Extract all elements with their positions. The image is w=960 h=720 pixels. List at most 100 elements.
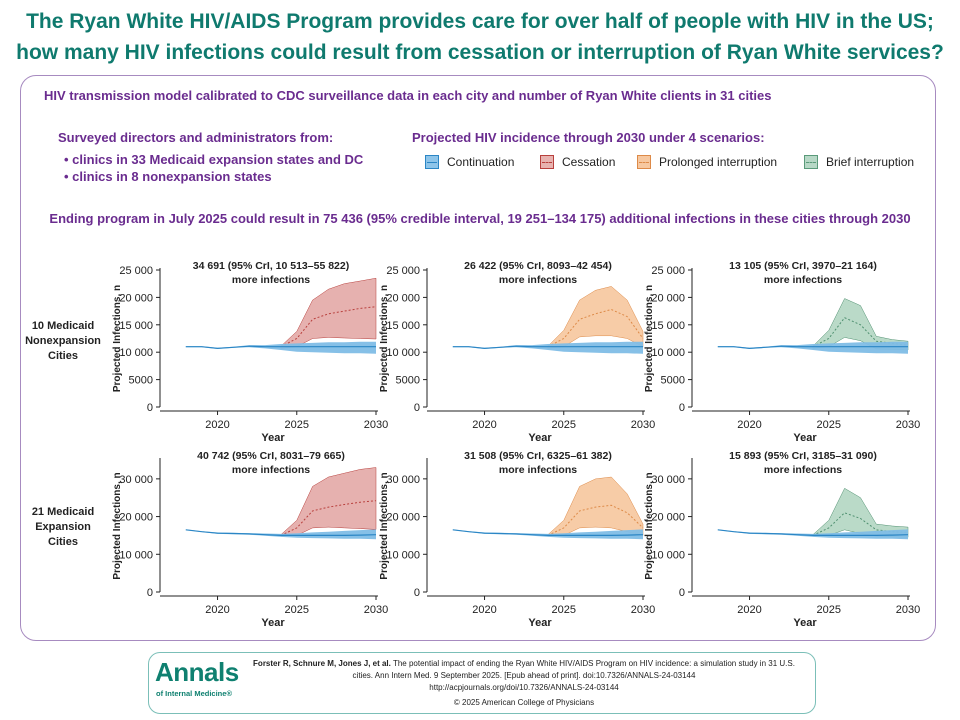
y-tick-label: 30 000	[651, 474, 685, 486]
x-tick-label: 2030	[364, 419, 388, 431]
row-label-line: Cities	[48, 536, 78, 548]
y-tick-label: 30 000	[119, 474, 153, 486]
y-tick-label: 5000	[396, 375, 420, 387]
legend-continuation: Continuation	[425, 153, 514, 171]
title-line-2: how many HIV infections could result fro…	[16, 41, 944, 64]
x-tick-label: 2030	[631, 419, 655, 431]
x-tick-label: 2025	[285, 604, 309, 616]
scenario-band	[280, 277, 377, 349]
chart-panel-2-3: 0 10 000 20 000 30 000 2020 2025 2030 Year Proje…	[644, 450, 920, 629]
y-tick-label: 5000	[129, 375, 153, 387]
x-tick-label: 2025	[552, 604, 576, 616]
continuation-mean-line	[185, 529, 377, 536]
scenario-mean-line	[547, 504, 644, 536]
y-tick-label: 10 000	[386, 347, 420, 359]
legend-label: Brief interruption	[826, 155, 915, 169]
surveyed-item-nonexpansion: • clinics in 8 nonexpansion states	[64, 169, 272, 184]
citation-line-2: cities. Ann Intern Med. 9 September 2025…	[352, 671, 696, 680]
x-tick-label: 2020	[472, 419, 496, 431]
x-axis-label: Year	[528, 432, 552, 444]
row-label-expansion: 21 Medicaid Expansion Cities	[18, 505, 108, 550]
y-axis-label: Projected Infections, n	[379, 472, 390, 579]
y-tick-label: 25 000	[119, 265, 153, 277]
y-tick-label: 0	[147, 402, 153, 414]
x-tick-label: 2030	[364, 604, 388, 616]
y-tick-label: 30 000	[386, 474, 420, 486]
continuation-band	[185, 341, 376, 354]
chart-panel-1-2: 0 5000 10 000 15 000 20 000 25 000 2020 2025 203…	[379, 260, 655, 444]
y-tick-label: 10 000	[119, 549, 153, 561]
y-axis-label: Projected Infections, n	[644, 472, 655, 579]
x-tick-label: 2025	[817, 604, 841, 616]
row-label-line: 10 Medicaid	[31, 320, 95, 332]
y-tick-label: 0	[414, 402, 420, 414]
chart-panel-1-3: 0 5000 10 000 15 000 20 000 25 000 2020 2025 203…	[644, 260, 920, 444]
y-tick-label: 0	[414, 587, 420, 599]
legend-swatch-continuation	[425, 155, 439, 169]
scenario-band	[547, 476, 644, 537]
y-tick-label: 0	[147, 587, 153, 599]
ending-summary: Ending program in July 2025 could result…	[49, 211, 911, 226]
x-tick-label: 2030	[896, 419, 920, 431]
infections-annotation-sub: more infections	[764, 464, 842, 476]
x-axis-label: Year	[793, 432, 817, 444]
continuation-band	[452, 529, 643, 540]
y-tick-label: 0	[679, 587, 685, 599]
legend-swatch-cessation	[540, 155, 554, 169]
infections-annotation: 15 893 (95% CrI, 3185–31 090)	[729, 450, 877, 462]
registered-mark: ®	[226, 689, 232, 698]
surveyed-item-text: clinics in 33 Medicaid expansion states …	[72, 152, 364, 167]
x-axis-label: Year	[793, 617, 817, 629]
y-tick-label: 15 000	[119, 320, 153, 332]
y-tick-label: 10 000	[651, 549, 685, 561]
y-tick-label: 20 000	[651, 292, 685, 304]
surveyed-item-expansion: • clinics in 33 Medicaid expansion state…	[64, 152, 364, 167]
y-tick-label: 10 000	[386, 549, 420, 561]
y-tick-label: 15 000	[651, 320, 685, 332]
y-axis-label: Projected Infections, n	[644, 285, 655, 392]
y-tick-label: 20 000	[119, 512, 153, 524]
x-tick-label: 2020	[205, 604, 229, 616]
infections-annotation: 34 691 (95% CrI, 10 513–55 822)	[193, 260, 349, 272]
x-tick-label: 2030	[631, 604, 655, 616]
citation-link[interactable]: http://acpjournals.org/doi/10.7326/ANNAL…	[429, 683, 619, 692]
row-label-nonexpansion: 10 Medicaid Nonexpansion Cities	[18, 319, 108, 364]
infections-annotation: 40 742 (95% CrI, 8031–79 665)	[197, 450, 345, 462]
y-tick-label: 10 000	[651, 347, 685, 359]
chart-panel-2-2: 0 10 000 20 000 30 000 2020 2025 2030 Year Proje…	[379, 450, 655, 629]
infections-annotation-sub: more infections	[232, 464, 310, 476]
legend-label: Prolonged interruption	[659, 155, 778, 169]
scenario-mean-line	[547, 308, 644, 348]
row-label-line: Cities	[48, 350, 78, 362]
legend-prolonged: Prolonged interruption	[637, 153, 777, 171]
annals-logo-subtitle: of Internal Medicine®	[156, 689, 232, 698]
x-tick-label: 2025	[552, 419, 576, 431]
y-tick-label: 20 000	[386, 292, 420, 304]
scenario-band	[280, 467, 377, 537]
scenario-mean-line	[280, 500, 377, 536]
y-axis-label: Projected Infections, n	[112, 285, 123, 392]
infections-annotation-sub: more infections	[499, 274, 577, 286]
citation-title: The potential impact of ending the Ryan …	[390, 659, 795, 668]
chart-panel-1-1: 0 5000 10 000 15 000 20 000 25 000 2020 2025 203…	[112, 260, 388, 444]
x-axis-label: Year	[528, 617, 552, 629]
infections-annotation: 31 508 (95% CrI, 6325–61 382)	[464, 450, 612, 462]
projection-heading: Projected HIV incidence through 2030 und…	[412, 130, 765, 145]
y-axis-label: Projected Infections, n	[379, 285, 390, 392]
y-tick-label: 25 000	[386, 265, 420, 277]
scenario-mean-line	[812, 512, 909, 536]
chart-panel-2-1: 0 10 000 20 000 30 000 2020 2025 2030 Year Proje…	[112, 450, 388, 629]
legend-cessation: Cessation	[540, 153, 615, 171]
continuation-band	[185, 529, 376, 540]
y-tick-label: 10 000	[119, 347, 153, 359]
continuation-mean-line	[452, 345, 643, 350]
page-title: The Ryan White HIV/AIDS Program provides…	[0, 6, 960, 68]
infections-annotation-sub: more infections	[764, 274, 842, 286]
continuation-mean-line	[185, 345, 376, 350]
x-tick-label: 2020	[737, 604, 761, 616]
continuation-band	[717, 341, 908, 354]
title-line-1: The Ryan White HIV/AIDS Program provides…	[26, 10, 934, 33]
infections-annotation-sub: more infections	[232, 274, 310, 286]
x-tick-label: 2020	[737, 419, 761, 431]
surveyed-item-text: clinics in 8 nonexpansion states	[72, 169, 272, 184]
